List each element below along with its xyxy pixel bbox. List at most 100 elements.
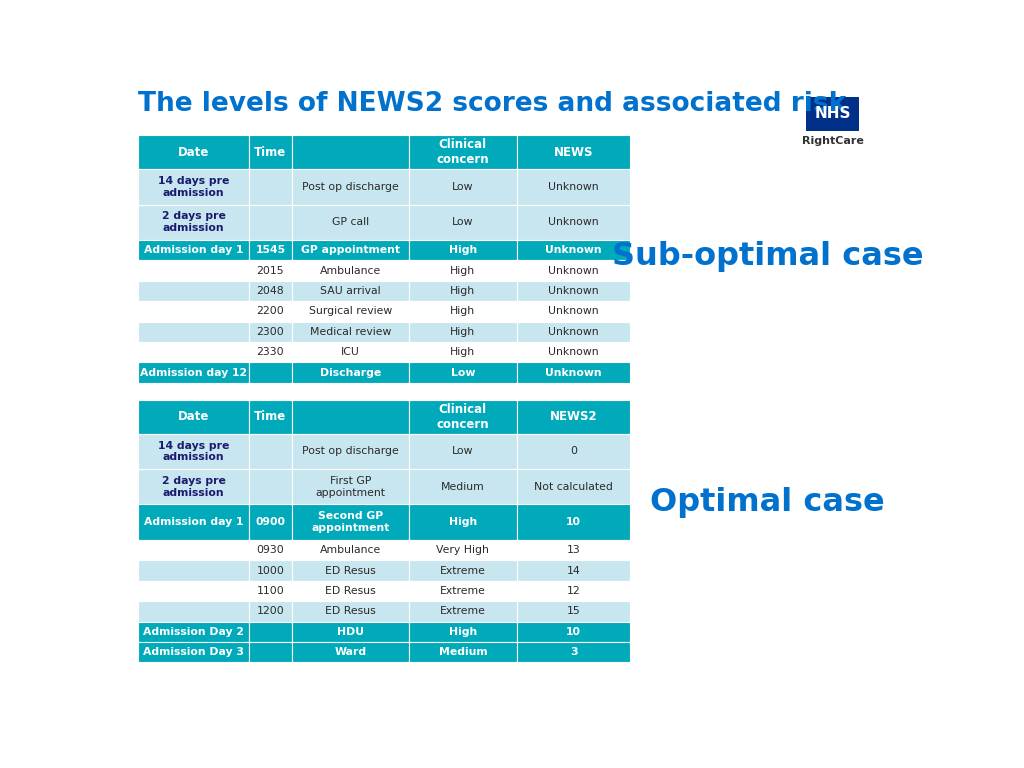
FancyBboxPatch shape [249, 621, 292, 642]
Text: High: High [449, 627, 477, 637]
FancyBboxPatch shape [138, 505, 249, 540]
Text: Unknown: Unknown [548, 347, 599, 357]
FancyBboxPatch shape [138, 621, 249, 642]
FancyBboxPatch shape [517, 601, 630, 621]
Text: Clinical
concern: Clinical concern [436, 138, 489, 166]
Text: NEWS2: NEWS2 [550, 410, 597, 423]
FancyBboxPatch shape [517, 240, 630, 260]
Text: High: High [451, 286, 475, 296]
FancyBboxPatch shape [409, 642, 517, 662]
FancyBboxPatch shape [806, 97, 859, 131]
FancyBboxPatch shape [292, 169, 409, 204]
Text: Admission day 1: Admission day 1 [143, 245, 243, 255]
Text: Post op discharge: Post op discharge [302, 182, 398, 192]
FancyBboxPatch shape [249, 301, 292, 322]
Text: 15: 15 [566, 606, 581, 617]
FancyBboxPatch shape [409, 561, 517, 581]
FancyBboxPatch shape [249, 322, 292, 342]
Text: Ambulance: Ambulance [319, 266, 381, 276]
FancyBboxPatch shape [138, 301, 249, 322]
FancyBboxPatch shape [409, 601, 517, 621]
Text: High: High [451, 347, 475, 357]
FancyBboxPatch shape [292, 322, 409, 342]
FancyBboxPatch shape [292, 260, 409, 281]
FancyBboxPatch shape [292, 642, 409, 662]
FancyBboxPatch shape [249, 400, 292, 434]
FancyBboxPatch shape [138, 260, 249, 281]
FancyBboxPatch shape [292, 540, 409, 561]
FancyBboxPatch shape [517, 642, 630, 662]
FancyBboxPatch shape [138, 240, 249, 260]
FancyBboxPatch shape [409, 540, 517, 561]
FancyBboxPatch shape [517, 135, 630, 169]
Text: High: High [451, 327, 475, 337]
Text: Unknown: Unknown [548, 217, 599, 227]
Text: RightCare: RightCare [802, 136, 863, 146]
Text: Admission day 1: Admission day 1 [143, 517, 243, 527]
FancyBboxPatch shape [249, 135, 292, 169]
FancyBboxPatch shape [517, 621, 630, 642]
FancyBboxPatch shape [138, 642, 249, 662]
FancyBboxPatch shape [249, 642, 292, 662]
FancyBboxPatch shape [249, 540, 292, 561]
FancyBboxPatch shape [138, 561, 249, 581]
Text: Sub-optimal case: Sub-optimal case [611, 240, 923, 272]
FancyBboxPatch shape [249, 362, 292, 382]
Text: SAU arrival: SAU arrival [321, 286, 381, 296]
FancyBboxPatch shape [249, 561, 292, 581]
FancyBboxPatch shape [292, 204, 409, 240]
Text: Unknown: Unknown [546, 245, 602, 255]
FancyBboxPatch shape [292, 400, 409, 434]
Text: GP call: GP call [332, 217, 369, 227]
Text: ED Resus: ED Resus [325, 586, 376, 596]
Text: 14: 14 [566, 565, 581, 575]
FancyBboxPatch shape [249, 581, 292, 601]
FancyBboxPatch shape [138, 169, 249, 204]
Text: Clinical
concern: Clinical concern [436, 402, 489, 431]
Text: Date: Date [178, 410, 209, 423]
FancyBboxPatch shape [517, 362, 630, 382]
FancyBboxPatch shape [249, 505, 292, 540]
Text: NEWS: NEWS [554, 146, 593, 159]
FancyBboxPatch shape [292, 135, 409, 169]
FancyBboxPatch shape [409, 362, 517, 382]
Text: 2200: 2200 [257, 306, 285, 316]
FancyBboxPatch shape [249, 240, 292, 260]
FancyBboxPatch shape [292, 362, 409, 382]
Text: HDU: HDU [337, 627, 364, 637]
Text: 2 days pre
admission: 2 days pre admission [162, 211, 225, 233]
FancyBboxPatch shape [138, 400, 249, 434]
Text: Medical review: Medical review [309, 327, 391, 337]
FancyBboxPatch shape [409, 400, 517, 434]
FancyBboxPatch shape [138, 362, 249, 382]
Text: First GP
appointment: First GP appointment [315, 476, 385, 498]
Text: Extreme: Extreme [440, 606, 485, 617]
Text: 1100: 1100 [257, 586, 285, 596]
Text: The levels of NEWS2 scores and associated risk: The levels of NEWS2 scores and associate… [138, 91, 846, 118]
Text: 2048: 2048 [257, 286, 285, 296]
Text: Discharge: Discharge [319, 368, 381, 378]
FancyBboxPatch shape [292, 601, 409, 621]
FancyBboxPatch shape [292, 505, 409, 540]
Text: Medium: Medium [438, 647, 487, 657]
Text: High: High [451, 306, 475, 316]
FancyBboxPatch shape [517, 400, 630, 434]
Text: 2330: 2330 [257, 347, 285, 357]
FancyBboxPatch shape [292, 469, 409, 505]
Text: 14 days pre
admission: 14 days pre admission [158, 441, 229, 462]
Text: 1545: 1545 [255, 245, 286, 255]
Text: Low: Low [453, 446, 474, 456]
FancyBboxPatch shape [409, 135, 517, 169]
Text: Admission Day 3: Admission Day 3 [143, 647, 244, 657]
Text: Surgical review: Surgical review [309, 306, 392, 316]
FancyBboxPatch shape [249, 204, 292, 240]
FancyBboxPatch shape [249, 169, 292, 204]
Text: 1000: 1000 [257, 565, 285, 575]
Text: Low: Low [453, 217, 474, 227]
Text: 2300: 2300 [257, 327, 285, 337]
FancyBboxPatch shape [517, 260, 630, 281]
Text: Extreme: Extreme [440, 586, 485, 596]
FancyBboxPatch shape [517, 540, 630, 561]
FancyBboxPatch shape [138, 135, 249, 169]
Text: 10: 10 [566, 517, 581, 527]
